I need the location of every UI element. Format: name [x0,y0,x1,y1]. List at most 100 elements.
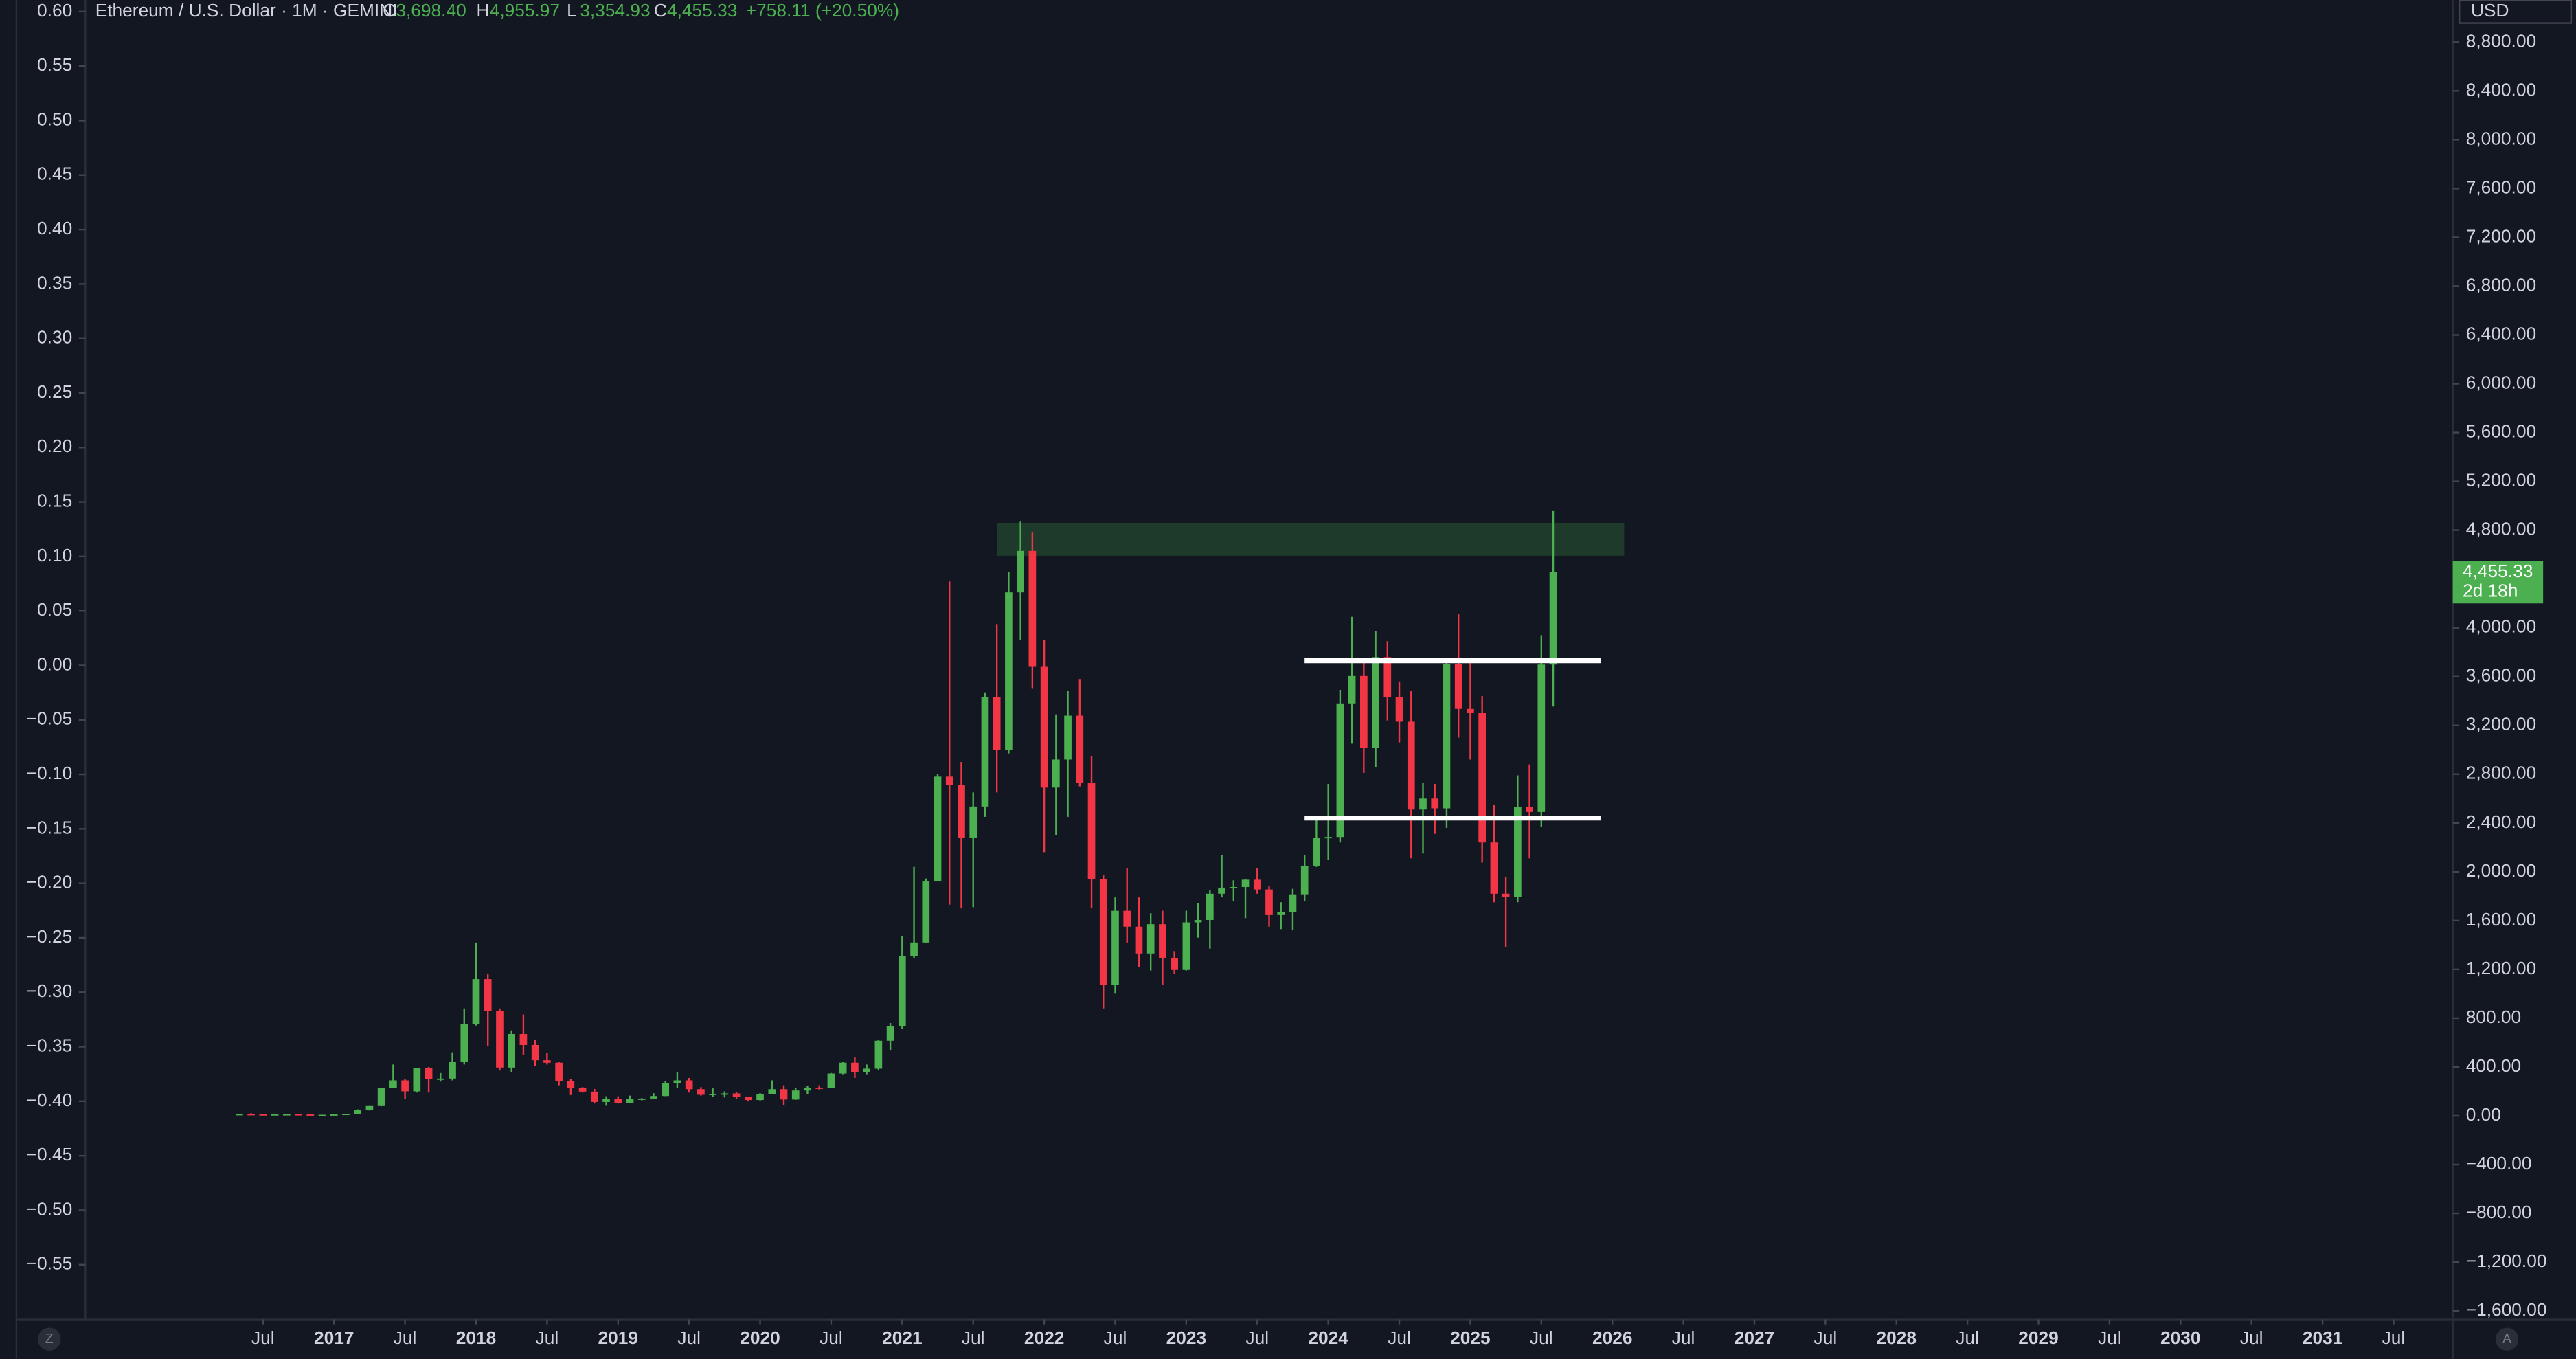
y-tick-label: 7,200.00 [2466,225,2536,246]
candle-body [1431,798,1439,809]
currency-box[interactable] [2459,0,2573,24]
x-tick-label: 2017 [314,1327,354,1348]
y2-tick-label: 0.05 [37,599,72,620]
x-tick-label: 2028 [1877,1327,1917,1348]
candle-body [1383,657,1392,697]
zoom-button[interactable] [38,1327,61,1351]
x-tick-label: Jul [1956,1327,1979,1348]
y2-tick-label: −0.05 [27,708,73,729]
candle-body [839,1062,847,1074]
x-tick-label: Jul [536,1327,559,1348]
y-tick-label: −800.00 [2466,1202,2532,1222]
candle-body [1028,550,1037,667]
candle-body [590,1091,598,1102]
y-tick-label: 7,600.00 [2466,177,2536,197]
candle-body [1502,893,1510,897]
candle-body [1514,807,1522,897]
x-tick-label: 2025 [1450,1327,1491,1348]
y-tick-label: 6,800.00 [2466,274,2536,295]
candle-body [354,1110,362,1114]
x-tick-label: 2018 [456,1327,497,1348]
candle-body [1005,592,1013,750]
readout-key: L [567,0,577,21]
y-tick-label: 400.00 [2466,1055,2521,1076]
y2-tick-label: −0.35 [27,1035,73,1056]
y2-tick-label: −0.15 [27,817,73,838]
y-tick-label: 2,800.00 [2466,763,2536,783]
y2-tick-label: −0.40 [27,1090,73,1110]
y-tick-label: 8,800.00 [2466,30,2536,51]
candle-body [791,1090,800,1100]
candle-body [614,1099,622,1103]
candle-body [1454,664,1462,709]
candle-body [413,1068,421,1092]
candle-body [1324,837,1332,839]
candle-body [1182,922,1190,970]
candle-body [389,1080,397,1088]
y2-tick-label: −0.10 [27,763,73,783]
candle-body [1348,675,1356,704]
candle-body [436,1078,444,1080]
x-tick-label: Jul [820,1327,843,1348]
candle-body [827,1073,835,1088]
y2-tick-label: 0.15 [37,491,72,511]
candle-body [282,1114,291,1116]
candle-body [1241,879,1250,888]
candle-body [508,1034,516,1068]
last-price-box [2452,561,2544,604]
x-tick-label: Jul [1245,1327,1269,1348]
y2-tick-label: 0.35 [37,272,72,293]
auto-scale-button[interactable] [2495,1327,2519,1351]
x-tick-label: 2030 [2160,1327,2201,1348]
x-tick-label: Jul [962,1327,985,1348]
candle-body [578,1088,587,1092]
candle-body [1087,783,1096,879]
candle-body [1537,664,1546,812]
candle-body [1265,889,1273,915]
candle-body [1549,572,1557,665]
x-tick-label: Jul [251,1327,275,1348]
candle-body [637,1098,646,1100]
candle-body [1372,657,1379,748]
candle-body [377,1088,385,1106]
x-tick-label: 2020 [740,1327,780,1348]
candle-body [1395,697,1403,722]
candle-body [874,1040,883,1069]
countdown-label: 2d 18h [2463,580,2518,600]
candle-body [425,1068,433,1079]
candle-body [721,1093,729,1095]
candle-body [1052,759,1060,788]
candle-body [626,1099,634,1103]
auto-scale-icon: A [2502,1332,2511,1346]
zoom-icon: Z [45,1332,54,1346]
x-tick-label: 2024 [1308,1327,1348,1348]
y2-tick-label: −0.30 [27,980,73,1001]
x-tick-label: 2029 [2018,1327,2059,1348]
x-tick-label: 2026 [1592,1327,1633,1348]
candle-body [271,1114,279,1116]
candle-body [709,1094,716,1095]
candle-body [815,1087,824,1089]
zone [997,522,1625,556]
candle-body [342,1114,350,1116]
x-tick-label: Jul [677,1327,701,1348]
candle-body [650,1096,657,1099]
candle-body [1419,798,1427,810]
candle-body [567,1081,575,1088]
y2-tick-label: 0.00 [37,653,72,674]
readout-value: 3,354.93 [580,0,650,21]
candle-body [1076,715,1084,783]
candle-body [851,1062,859,1072]
candle-body [1017,550,1024,593]
candle-body [1300,865,1309,895]
x-tick-label: Jul [2098,1327,2121,1348]
x-tick-label: Jul [1530,1327,1553,1348]
candle-body [531,1044,539,1061]
readout-value: 4,955.97 [490,0,560,21]
y2-tick-label: 0.10 [37,545,72,565]
y-tick-label: 4,000.00 [2466,616,2536,637]
candle-body [756,1094,764,1101]
y-tick-label: 800.00 [2466,1007,2521,1027]
x-tick-label: Jul [1672,1327,1695,1348]
